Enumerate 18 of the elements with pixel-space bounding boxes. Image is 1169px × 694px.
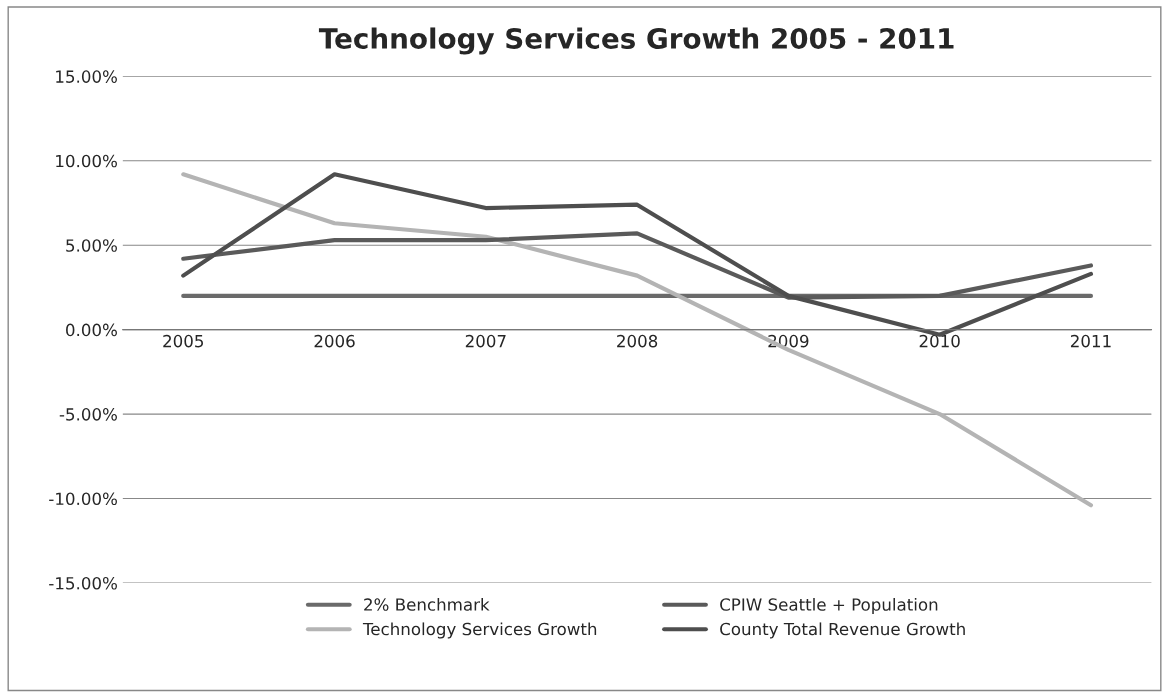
y-tick-label: 0.00% <box>66 323 117 337</box>
y-tick-label: -5.00% <box>59 408 117 421</box>
x-tick-label: 2011 <box>1070 334 1111 348</box>
chart-title: Technology Services Growth 2005 - 2011 <box>318 27 954 55</box>
legend-label: Technology Services Growth <box>362 622 597 639</box>
x-tick-label: 2005 <box>163 334 204 348</box>
y-tick-label: 15.00% <box>56 70 117 83</box>
legend-label: County Total Revenue Growth <box>720 622 965 639</box>
legend-label: 2% Benchmark <box>364 597 490 611</box>
legend-label: CPIW Seattle + Population <box>720 597 938 615</box>
y-tick-label: -10.00% <box>49 492 117 506</box>
x-tick-label: 2007 <box>465 334 506 348</box>
y-tick-label: -15.00% <box>49 576 117 590</box>
y-tick-label: 10.00% <box>56 154 117 168</box>
x-tick-label: 2006 <box>314 334 355 348</box>
x-tick-label: 2008 <box>617 334 658 348</box>
y-tick-label: 5.00% <box>66 239 117 252</box>
x-tick-label: 2010 <box>919 334 960 348</box>
